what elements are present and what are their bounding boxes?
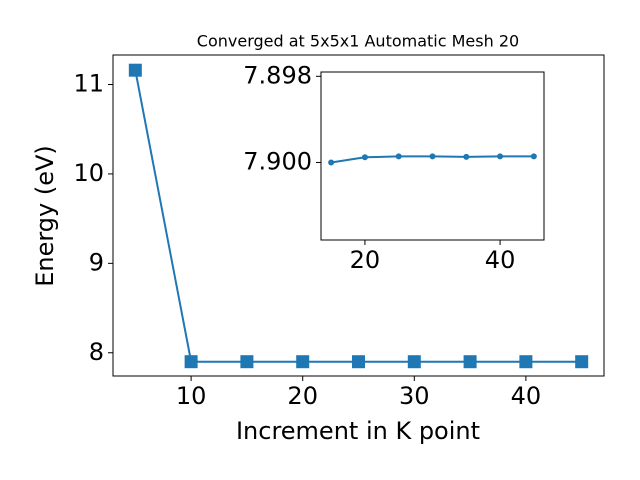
marker [530, 153, 537, 160]
x-tick-label: 20 [350, 246, 381, 274]
marker [328, 159, 335, 166]
marker [296, 355, 310, 369]
y-tick-label: 9 [89, 248, 104, 276]
marker [497, 153, 504, 160]
marker [575, 355, 589, 369]
y-tick-label: 10 [73, 159, 104, 187]
marker [184, 355, 198, 369]
x-tick-label: 40 [485, 246, 516, 274]
y-tick-label: 7.898 [243, 61, 312, 89]
marker [463, 153, 470, 160]
y-axis-label: Energy (eV) [31, 145, 59, 287]
x-tick-label: 30 [399, 382, 430, 410]
x-tick-label: 40 [511, 382, 542, 410]
marker [429, 153, 436, 160]
y-tick-label: 8 [89, 338, 104, 366]
axes-frame [320, 71, 545, 241]
axes-frame [112, 54, 605, 377]
marker [519, 355, 533, 369]
y-tick-label: 11 [73, 70, 104, 98]
marker [128, 63, 142, 77]
marker [352, 355, 365, 369]
y-tick-label: 7.900 [243, 147, 312, 175]
x-axis-label: Increment in K point [236, 417, 480, 445]
marker [407, 355, 421, 369]
marker [240, 355, 254, 369]
chart-title: Converged at 5x5x1 Automatic Mesh 20 [197, 32, 519, 51]
marker [361, 154, 368, 161]
x-tick-label: 10 [176, 382, 207, 410]
marker [463, 355, 477, 369]
x-tick-label: 20 [287, 382, 318, 410]
marker [395, 153, 402, 160]
